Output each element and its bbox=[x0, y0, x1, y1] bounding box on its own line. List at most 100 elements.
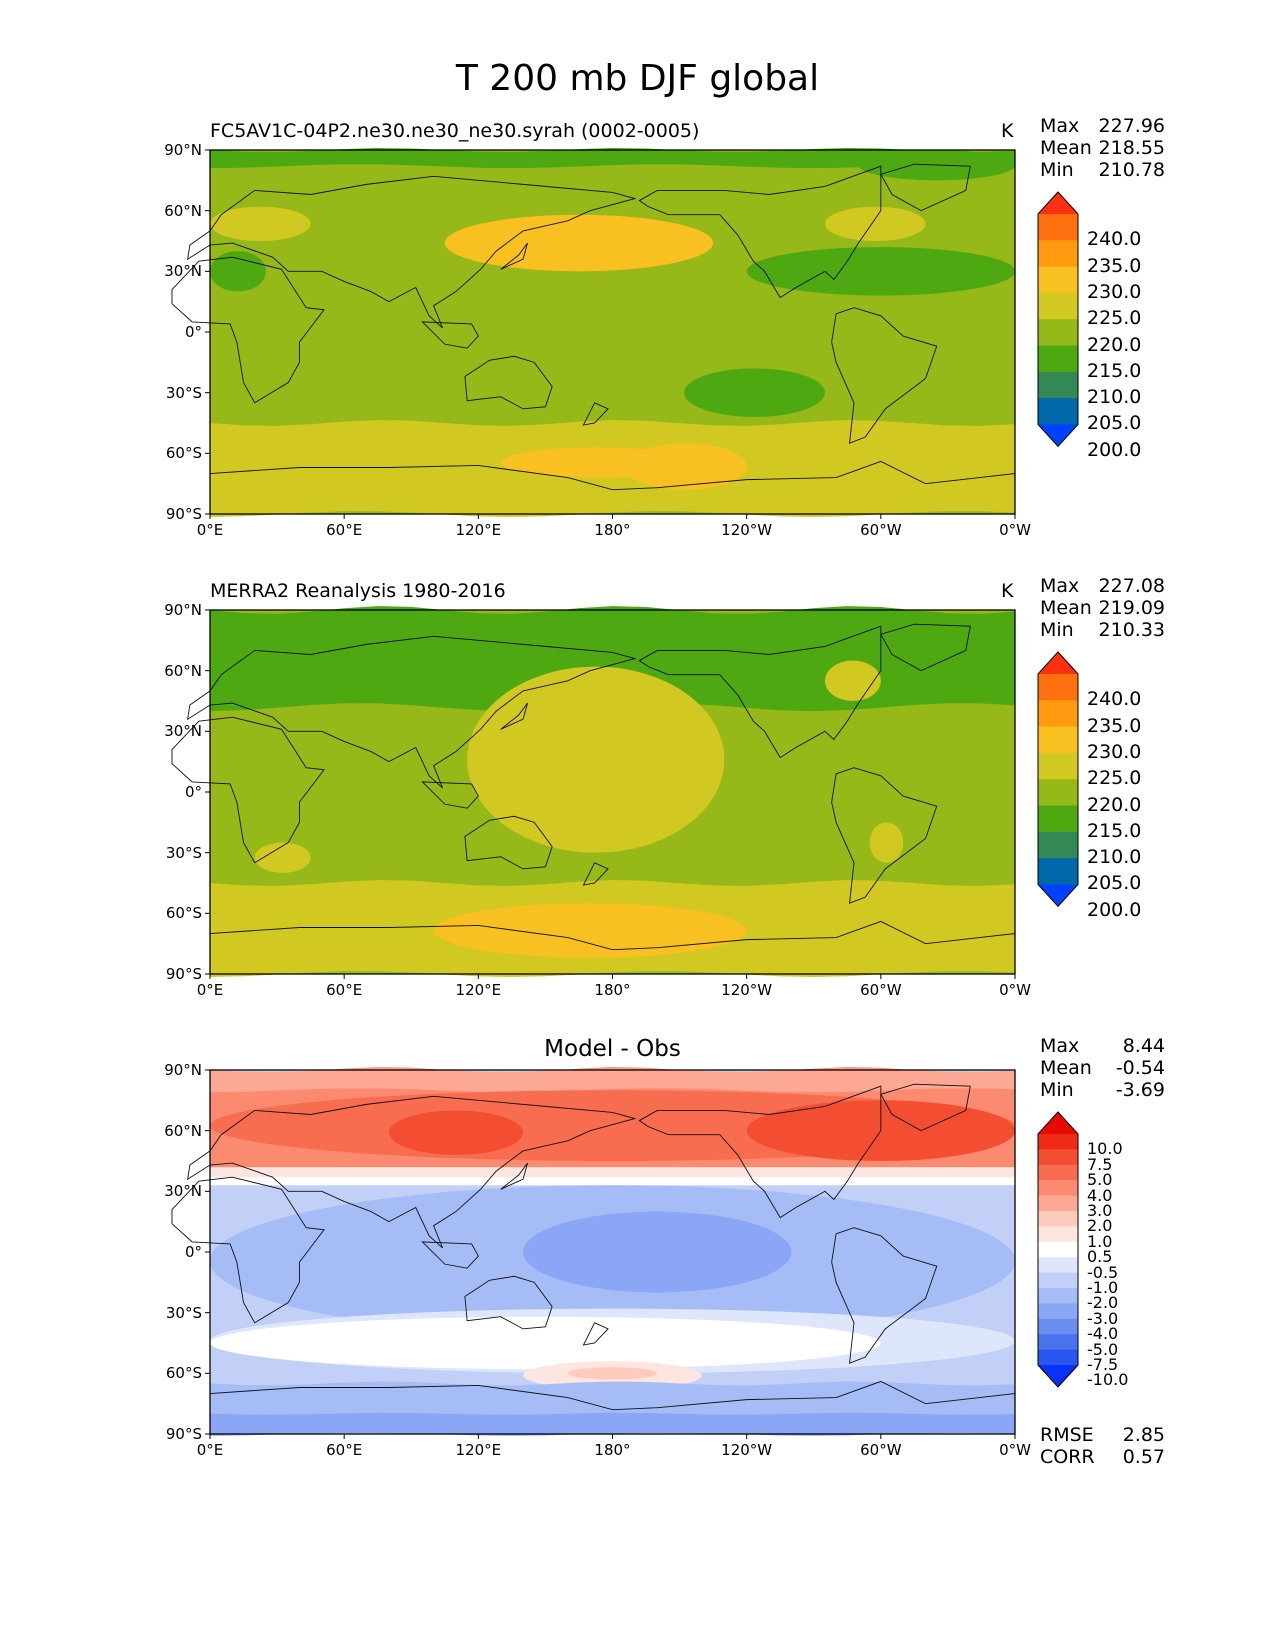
contour-region bbox=[210, 251, 266, 292]
colorbar-segment bbox=[1038, 858, 1078, 885]
stat-label-min: Min bbox=[1040, 159, 1074, 181]
colorbar-segment bbox=[1038, 831, 1078, 859]
coastline bbox=[421, 1241, 479, 1269]
x-tick-label: 180° bbox=[594, 981, 631, 999]
stat-label-mean: Mean bbox=[1040, 137, 1092, 159]
coastline bbox=[171, 716, 325, 864]
contour-region bbox=[388, 1110, 524, 1155]
colorbar-label: -10.0 bbox=[1087, 1370, 1129, 1390]
contour-region bbox=[567, 1367, 658, 1380]
colorbar-segment bbox=[1038, 319, 1078, 346]
colorbar-label: 3.0 bbox=[1087, 1201, 1113, 1220]
colorbar-label: 205.0 bbox=[1087, 412, 1142, 435]
x-tick-label: 60°W bbox=[860, 981, 902, 999]
contour-region bbox=[746, 247, 1015, 296]
colorbar-label: 230.0 bbox=[1087, 280, 1142, 303]
x-tick-label: 60°W bbox=[860, 521, 902, 539]
colorbar-outline bbox=[1037, 651, 1079, 908]
stat-value-min: 210.33 bbox=[1098, 619, 1165, 641]
coastline bbox=[831, 767, 938, 904]
colorbar-label: 10.0 bbox=[1087, 1139, 1123, 1159]
colorbar-label: 240.0 bbox=[1087, 688, 1142, 711]
colorbar-outline bbox=[1037, 1111, 1079, 1388]
stat-value-max: 227.08 bbox=[1098, 575, 1165, 597]
colorbar-label: -5.0 bbox=[1087, 1339, 1119, 1359]
colorbar-segment bbox=[1038, 674, 1078, 701]
coastline bbox=[500, 242, 528, 270]
y-tick-label: 30°S bbox=[165, 383, 202, 402]
colorbar-segment bbox=[1038, 752, 1078, 780]
y-tick-label: 90°S bbox=[165, 1425, 202, 1443]
colorbar-label: 4.0 bbox=[1087, 1185, 1113, 1205]
colorbar-label: 225.0 bbox=[1087, 307, 1142, 330]
coastline bbox=[500, 702, 528, 730]
contour-region bbox=[210, 1316, 881, 1370]
unit-label: K bbox=[1001, 580, 1014, 602]
stat-value-mean: 218.55 bbox=[1098, 137, 1165, 159]
x-tick-label: 60°E bbox=[326, 1441, 363, 1459]
y-tick-label: 90°N bbox=[164, 1061, 202, 1079]
colorbar-segment bbox=[1038, 292, 1078, 320]
colorbar-label: -0.5 bbox=[1087, 1262, 1119, 1282]
contour-region bbox=[209, 610, 479, 701]
colorbar-segment bbox=[1038, 345, 1078, 373]
y-tick-label: 60°S bbox=[165, 1364, 202, 1383]
colorbar-label: 7.5 bbox=[1087, 1154, 1113, 1174]
stat-value-mean: 219.09 bbox=[1098, 597, 1165, 619]
x-tick-label: 120°W bbox=[721, 521, 773, 539]
colorbar-label: 220.0 bbox=[1087, 793, 1142, 816]
coastline bbox=[831, 1227, 938, 1364]
contour-band bbox=[210, 1167, 1015, 1178]
y-tick-label: 60°S bbox=[165, 904, 202, 923]
coastline bbox=[500, 1162, 528, 1190]
colorbar-label: -2.0 bbox=[1087, 1293, 1119, 1313]
colorbar-label: -3.0 bbox=[1087, 1308, 1119, 1328]
panel-title: MERRA2 Reanalysis 1980-2016 bbox=[210, 580, 506, 602]
colorbar-segment bbox=[1038, 700, 1078, 728]
contour-region bbox=[467, 666, 725, 853]
stat-value-rmse: 2.85 bbox=[1122, 1424, 1165, 1446]
x-tick-label: 120°W bbox=[721, 981, 773, 999]
stat-label-rmse: RMSE bbox=[1040, 1424, 1094, 1446]
colorbar-label: 200.0 bbox=[1087, 438, 1142, 461]
x-tick-label: 0°W bbox=[999, 1441, 1031, 1459]
x-tick-label: 180° bbox=[594, 521, 631, 539]
contour-region bbox=[869, 822, 904, 863]
colorbar-label: 200.0 bbox=[1087, 898, 1142, 921]
colorbar-segment bbox=[1038, 1303, 1078, 1320]
y-tick-label: 30°S bbox=[165, 1303, 202, 1322]
colorbar-segment bbox=[1038, 805, 1078, 833]
y-tick-label: 30°S bbox=[165, 843, 202, 862]
colorbar-label: 215.0 bbox=[1087, 359, 1142, 382]
colorbar-segment bbox=[1038, 398, 1078, 425]
coastline bbox=[187, 635, 637, 789]
x-tick-label: 180° bbox=[594, 1441, 631, 1459]
colorbar-segment bbox=[1038, 1164, 1078, 1181]
colorbar-segment bbox=[1038, 1288, 1078, 1304]
coastline bbox=[831, 307, 938, 444]
colorbar-segment bbox=[1038, 1149, 1078, 1166]
coastline bbox=[464, 355, 553, 410]
panel-title: FC5AV1C-04P2.ne30.ne30_ne30.syrah (0002-… bbox=[210, 120, 700, 142]
coastline bbox=[171, 1176, 325, 1324]
colorbar-label: 240.0 bbox=[1087, 228, 1142, 251]
colorbar-label: 210.0 bbox=[1087, 386, 1142, 409]
y-tick-label: 90°S bbox=[165, 505, 202, 523]
y-tick-label: 90°N bbox=[164, 141, 202, 159]
colorbar-segment bbox=[1038, 1349, 1078, 1366]
colorbar-label: 235.0 bbox=[1087, 254, 1142, 277]
x-tick-label: 60°W bbox=[860, 1441, 902, 1459]
colorbar-segment bbox=[1038, 726, 1078, 754]
x-tick-label: 120°E bbox=[455, 981, 502, 999]
y-tick-label: 0° bbox=[184, 783, 202, 801]
coastline bbox=[880, 1083, 971, 1132]
colorbar-segment bbox=[1038, 1211, 1078, 1227]
contour-band bbox=[210, 1177, 1015, 1186]
colorbar-segment bbox=[1038, 240, 1078, 268]
colorbar-segment bbox=[1038, 371, 1078, 399]
colorbar-label: 225.0 bbox=[1087, 767, 1142, 790]
stat-label-min: Min bbox=[1040, 619, 1074, 641]
stat-label-corr: CORR bbox=[1040, 1446, 1095, 1468]
stat-label-mean: Mean bbox=[1040, 1057, 1092, 1079]
